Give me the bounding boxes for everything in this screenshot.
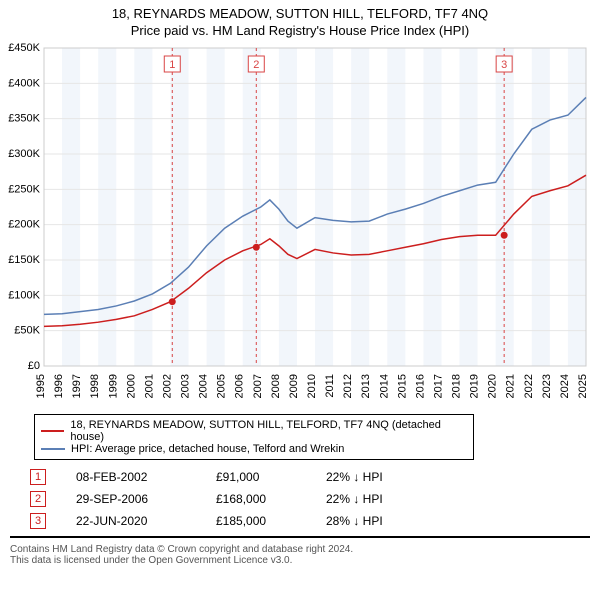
legend-label: HPI: Average price, detached house, Telf… (71, 443, 344, 455)
x-tick-label: 1995 (35, 374, 47, 398)
x-tick-label: 2021 (505, 374, 517, 398)
x-tick-label: 2020 (487, 374, 499, 398)
x-tick-label: 2017 (432, 374, 444, 398)
x-tick-label: 2022 (523, 374, 535, 398)
legend-row: HPI: Average price, detached house, Telf… (41, 443, 467, 455)
sale-row: 3 22-JUN-2020 £185,000 28% ↓ HPI (30, 510, 590, 532)
marker-label: 2 (253, 59, 259, 71)
sale-diff: 28% ↓ HPI (326, 514, 426, 528)
x-tick-label: 2009 (288, 374, 300, 398)
y-tick-label: £150K (8, 254, 40, 266)
x-tick-label: 2024 (559, 374, 571, 398)
x-tick-label: 2004 (198, 374, 210, 398)
sale-price: £91,000 (216, 470, 296, 484)
x-tick-label: 2003 (180, 374, 192, 398)
sales-table: 1 08-FEB-2002 £91,000 22% ↓ HPI 2 29-SEP-2006… (30, 466, 590, 532)
x-tick-label: 2005 (216, 374, 228, 398)
y-tick-label: £200K (8, 219, 40, 231)
x-tick-label: 2002 (161, 374, 173, 398)
x-tick-label: 1996 (53, 374, 65, 398)
sale-marker: 3 (30, 513, 46, 529)
x-tick-label: 2012 (342, 374, 354, 398)
sale-date: 08-FEB-2002 (76, 470, 186, 484)
x-tick-label: 2010 (306, 374, 318, 398)
chart-subtitle: Price paid vs. HM Land Registry's House … (0, 23, 600, 38)
x-tick-label: 1999 (107, 374, 119, 398)
sale-row: 1 08-FEB-2002 £91,000 22% ↓ HPI (30, 466, 590, 488)
y-tick-label: £300K (8, 148, 40, 160)
x-tick-label: 1997 (71, 374, 83, 398)
chart-titles: 18, REYNARDS MEADOW, SUTTON HILL, TELFOR… (0, 0, 600, 40)
footer-line-2: This data is licensed under the Open Gov… (10, 555, 590, 566)
marker-label: 3 (501, 59, 507, 71)
x-tick-label: 2018 (451, 374, 463, 398)
sale-diff: 22% ↓ HPI (326, 492, 426, 506)
sale-row: 2 29-SEP-2006 £168,000 22% ↓ HPI (30, 488, 590, 510)
y-tick-label: £0 (28, 360, 40, 372)
footer: Contains HM Land Registry data © Crown c… (10, 536, 590, 574)
sale-date: 29-SEP-2006 (76, 492, 186, 506)
legend-row: 18, REYNARDS MEADOW, SUTTON HILL, TELFOR… (41, 419, 467, 443)
y-tick-label: £450K (8, 42, 40, 54)
sale-diff: 22% ↓ HPI (326, 470, 426, 484)
sale-date: 22-JUN-2020 (76, 514, 186, 528)
y-tick-label: £50K (14, 325, 40, 337)
x-tick-label: 2000 (125, 374, 137, 398)
sale-marker: 2 (30, 491, 46, 507)
x-tick-label: 2015 (396, 374, 408, 398)
marker-label: 1 (169, 59, 175, 71)
legend-swatch (41, 448, 65, 450)
x-tick-label: 2007 (252, 374, 264, 398)
y-tick-label: £250K (8, 183, 40, 195)
x-tick-label: 2001 (143, 374, 155, 398)
x-tick-label: 2019 (469, 374, 481, 398)
chart-area: £0 £50K £100K £150K £200K £250K £300K £350K £400… (0, 40, 600, 410)
x-tick-label: 2011 (324, 374, 336, 398)
x-tick-label: 1998 (89, 374, 101, 398)
legend-swatch (41, 430, 64, 432)
x-tick-label: 2025 (577, 374, 589, 398)
sale-price: £185,000 (216, 514, 296, 528)
footer-line-1: Contains HM Land Registry data © Crown c… (10, 544, 590, 555)
x-tick-label: 2014 (378, 374, 390, 398)
sale-marker: 1 (30, 469, 46, 485)
x-tick-label: 2023 (541, 374, 553, 398)
x-tick-label: 2006 (234, 374, 246, 398)
x-tick-label: 2013 (360, 374, 372, 398)
y-tick-label: £400K (8, 77, 40, 89)
legend: 18, REYNARDS MEADOW, SUTTON HILL, TELFOR… (34, 414, 474, 460)
legend-label: 18, REYNARDS MEADOW, SUTTON HILL, TELFOR… (70, 419, 467, 443)
y-tick-label: £350K (8, 113, 40, 125)
x-tick-label: 2016 (414, 374, 426, 398)
chart-title: 18, REYNARDS MEADOW, SUTTON HILL, TELFOR… (0, 6, 600, 21)
chart-svg: £0 £50K £100K £150K £200K £250K £300K £350K £400… (0, 40, 600, 410)
sale-price: £168,000 (216, 492, 296, 506)
page-root: 18, REYNARDS MEADOW, SUTTON HILL, TELFOR… (0, 0, 600, 574)
x-tick-label: 2008 (270, 374, 282, 398)
y-tick-label: £100K (8, 289, 40, 301)
